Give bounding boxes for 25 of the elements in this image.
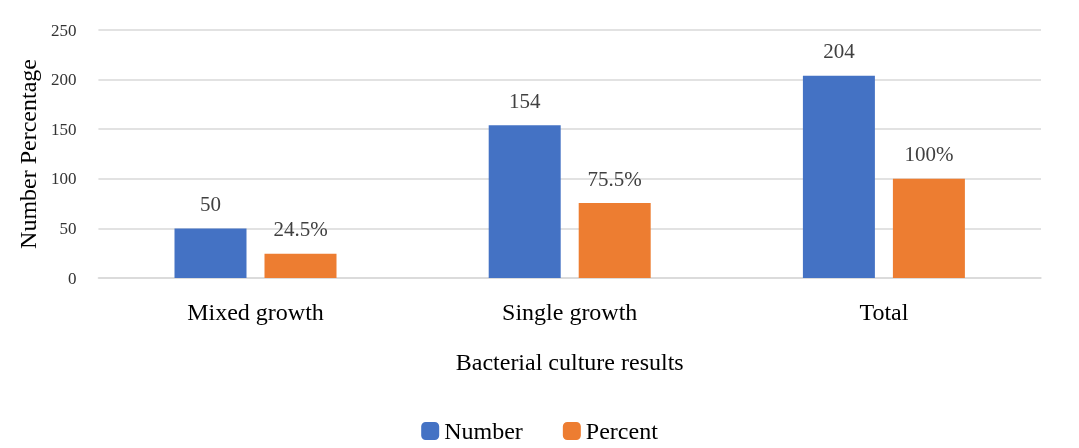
y-tick-label: 200 (50, 70, 77, 90)
bar (892, 178, 965, 278)
bar (488, 125, 561, 278)
data-label: 24.5% (273, 217, 328, 242)
data-label: 100% (904, 142, 954, 167)
x-tick-label: Total (859, 299, 909, 325)
data-label: 204 (823, 39, 856, 64)
y-axis-title: Number Percentage (15, 59, 41, 249)
y-tick-label: 150 (50, 119, 77, 139)
bar (578, 203, 651, 278)
data-label: 154 (508, 88, 541, 113)
x-tick-label: Mixed growth (187, 299, 324, 325)
data-label: 75.5% (587, 166, 642, 191)
y-tick-label: 50 (59, 218, 77, 238)
y-tick-label: 0 (67, 268, 77, 288)
legend-label: Percent (585, 418, 659, 444)
y-tick-label: 250 (50, 20, 77, 40)
bar (802, 75, 875, 278)
x-tick-label: Single growth (502, 299, 638, 325)
x-axis-title: Bacterial culture results (455, 349, 684, 375)
bar (174, 228, 247, 278)
bar (264, 253, 337, 278)
y-tick-label: 100 (50, 169, 77, 189)
data-label: 50 (200, 191, 221, 216)
legend-label: Number (444, 418, 523, 444)
